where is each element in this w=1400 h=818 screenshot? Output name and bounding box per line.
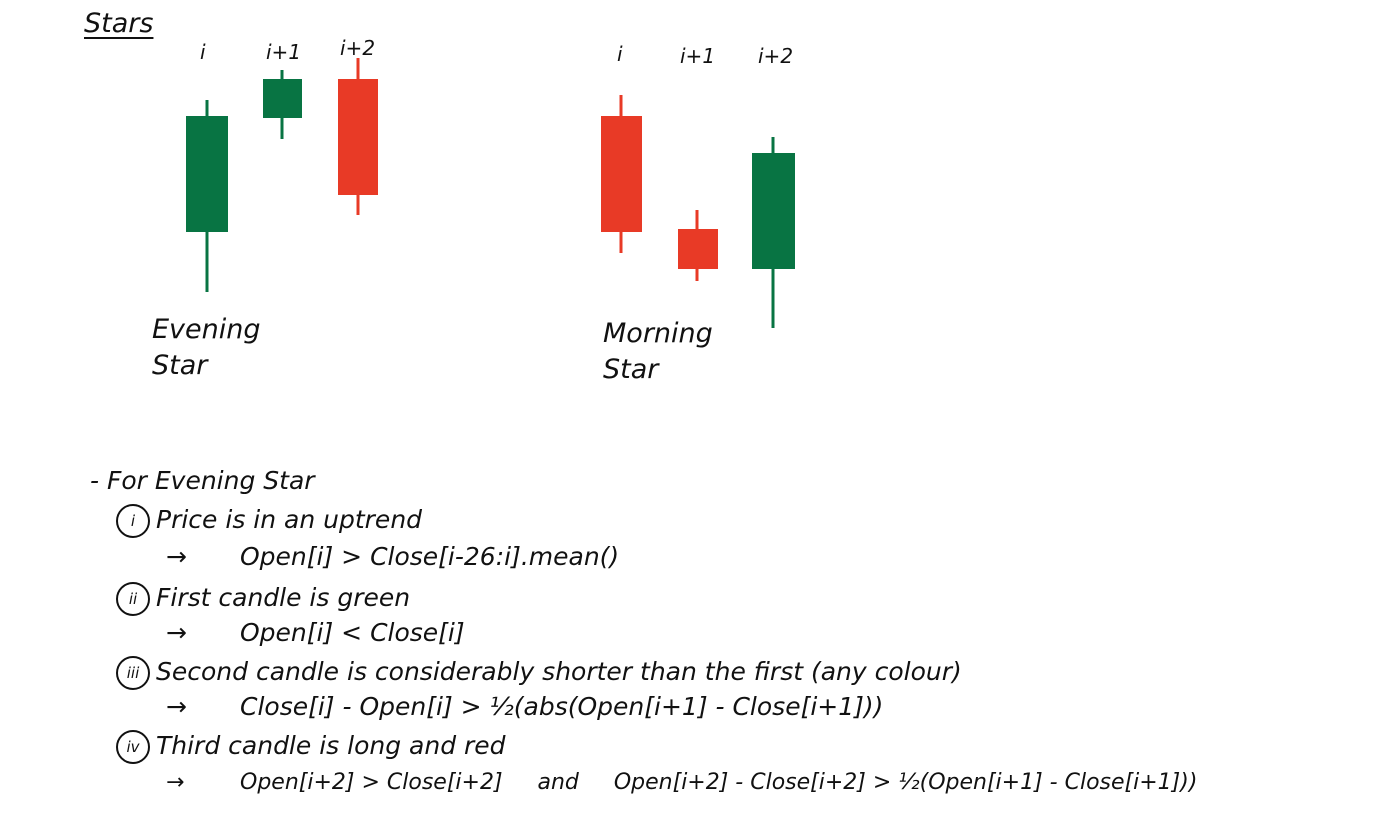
condition-3: iii Second candle is considerably shorter… (116, 656, 962, 690)
morning-star-candles (601, 95, 795, 328)
evening-star-name-line1: Evening (152, 314, 261, 345)
condition-number-1: i (116, 504, 150, 538)
condition-2-text: First candle is green (156, 583, 411, 612)
arrow-icon: → (166, 692, 187, 721)
condition-3-rule: Close[i] - Open[i] > ½(abs(Open[i+1] - C… (240, 692, 884, 721)
notes-heading: - For Evening Star (90, 466, 315, 495)
condition-4-text: Third candle is long and red (156, 731, 506, 760)
morning-candle-i1 (678, 229, 718, 269)
morning-label-i1: i+1 (680, 44, 716, 68)
evening-star-name: Evening Star (152, 312, 261, 384)
morning-label-i2: i+2 (758, 44, 794, 68)
morning-candle-i2 (752, 153, 795, 269)
condition-1-text: Price is in an uptrend (156, 505, 423, 534)
condition-4-rule: Open[i+2] > Close[i+2] and Open[i+2] - C… (240, 770, 1198, 795)
morning-candle-i (601, 116, 642, 232)
candlestick-diagram (186, 58, 795, 328)
evening-candle-i1 (263, 79, 302, 118)
evening-candle-i (186, 116, 228, 232)
condition-number-4: iv (116, 730, 150, 764)
morning-star-name: Morning Star (603, 316, 713, 388)
condition-4: iv Third candle is long and red (116, 730, 506, 764)
evening-candle-i2 (338, 79, 378, 195)
morning-star-name-line2: Star (603, 354, 659, 385)
condition-1-rule-row: → Open[i] > Close[i-26:i].mean() (166, 542, 619, 571)
arrow-icon: → (166, 770, 185, 795)
evening-label-i1: i+1 (266, 40, 302, 64)
condition-1: i Price is in an uptrend (116, 504, 422, 538)
condition-3-text: Second candle is considerably shorter th… (156, 657, 962, 686)
arrow-icon: → (166, 542, 187, 571)
condition-2-rule: Open[i] < Close[i] (240, 618, 465, 647)
morning-star-name-line1: Morning (603, 318, 713, 349)
evening-label-i2: i+2 (340, 36, 376, 60)
evening-star-name-line2: Star (152, 350, 208, 381)
evening-star-candles (186, 58, 378, 292)
condition-2: ii First candle is green (116, 582, 410, 616)
condition-1-rule: Open[i] > Close[i-26:i].mean() (240, 542, 620, 571)
condition-4-rule-row: → Open[i+2] > Close[i+2] and Open[i+2] - … (166, 770, 1197, 795)
arrow-icon: → (166, 618, 187, 647)
condition-number-3: iii (116, 656, 150, 690)
page-title: Stars (84, 8, 154, 39)
condition-3-rule-row: → Close[i] - Open[i] > ½(abs(Open[i+1] - … (166, 692, 883, 721)
morning-label-i: i (617, 42, 623, 66)
condition-2-rule-row: → Open[i] < Close[i] (166, 618, 465, 647)
condition-number-2: ii (116, 582, 150, 616)
evening-label-i: i (200, 40, 206, 64)
